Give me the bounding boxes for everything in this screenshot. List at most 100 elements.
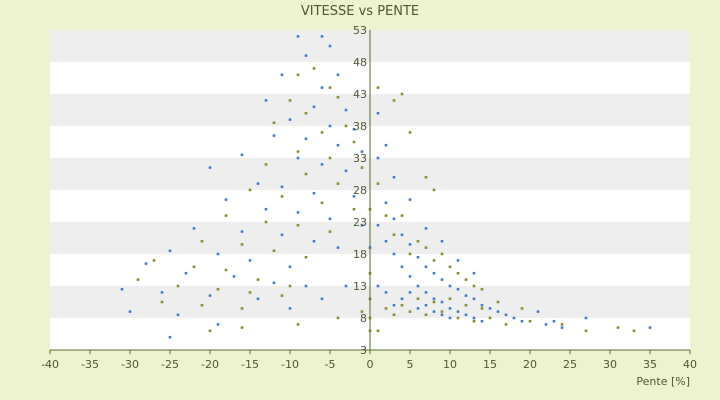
data-point xyxy=(376,111,380,115)
data-point xyxy=(392,233,396,237)
data-point xyxy=(120,287,124,291)
data-point xyxy=(560,326,564,329)
data-point xyxy=(440,310,444,313)
data-point xyxy=(288,284,292,288)
data-point xyxy=(496,310,500,313)
data-point xyxy=(152,259,156,262)
data-point xyxy=(536,310,540,313)
data-point xyxy=(472,297,476,301)
data-point xyxy=(416,307,420,310)
data-point xyxy=(448,307,452,310)
data-point xyxy=(320,86,324,89)
data-point xyxy=(304,255,308,259)
data-point xyxy=(328,156,332,160)
x-tick-label: -10 xyxy=(281,358,299,371)
data-point xyxy=(248,259,252,262)
data-point xyxy=(456,310,460,313)
data-point xyxy=(440,239,444,243)
data-point xyxy=(392,303,396,307)
data-point xyxy=(288,118,292,121)
y-tick-label: 18 xyxy=(353,248,367,261)
data-point xyxy=(464,303,468,307)
data-point xyxy=(480,307,484,310)
data-point xyxy=(296,156,300,160)
data-point xyxy=(240,307,244,310)
data-point xyxy=(296,223,300,227)
x-tick-label: 10 xyxy=(443,358,457,371)
data-point xyxy=(560,323,564,326)
data-point xyxy=(240,230,244,233)
data-point xyxy=(432,188,436,192)
data-point xyxy=(328,217,332,221)
y-tick-label: 48 xyxy=(353,56,367,69)
data-point xyxy=(160,300,164,304)
data-point xyxy=(424,246,428,249)
data-point xyxy=(320,163,324,166)
data-point xyxy=(424,303,428,307)
data-point xyxy=(272,281,276,285)
data-point xyxy=(272,249,276,253)
data-point xyxy=(408,310,412,313)
data-point xyxy=(288,307,292,310)
data-point xyxy=(304,172,308,176)
data-point xyxy=(400,214,404,217)
data-point xyxy=(424,175,428,179)
y-tick-label: 33 xyxy=(353,152,367,165)
data-point xyxy=(360,223,364,227)
data-point xyxy=(416,239,420,243)
x-tick-label: 30 xyxy=(603,358,617,371)
data-point xyxy=(472,271,476,275)
data-point xyxy=(384,307,388,310)
data-point xyxy=(328,230,332,233)
data-point xyxy=(432,259,436,262)
data-point xyxy=(408,252,412,256)
data-point xyxy=(272,134,276,137)
data-point xyxy=(288,265,292,269)
data-point xyxy=(296,35,300,38)
data-point xyxy=(264,220,268,224)
data-point xyxy=(424,265,428,269)
data-point xyxy=(392,252,396,256)
data-point xyxy=(320,201,324,205)
data-point xyxy=(272,121,276,125)
data-point xyxy=(504,323,508,326)
data-point xyxy=(224,214,228,217)
y-tick-label: 38 xyxy=(353,120,367,133)
y-tick-label: 3 xyxy=(360,344,367,357)
data-point xyxy=(336,246,340,249)
data-point xyxy=(400,303,404,307)
data-point xyxy=(248,188,252,192)
data-point xyxy=(192,227,196,230)
data-point xyxy=(584,329,588,333)
data-point xyxy=(384,201,388,205)
data-point xyxy=(352,127,356,131)
data-point xyxy=(344,108,348,112)
data-point xyxy=(256,182,260,185)
data-points xyxy=(120,35,652,339)
data-point xyxy=(392,99,396,102)
data-point xyxy=(296,211,300,214)
data-point xyxy=(328,124,332,128)
data-point xyxy=(208,329,212,333)
data-point xyxy=(376,86,380,89)
data-point xyxy=(440,278,444,281)
x-tick-label: -30 xyxy=(121,358,139,371)
data-point xyxy=(208,166,212,169)
data-point xyxy=(288,99,292,102)
x-tick-label: -35 xyxy=(81,358,99,371)
data-point xyxy=(360,166,364,169)
data-point xyxy=(376,156,380,160)
data-point xyxy=(440,313,444,317)
data-point xyxy=(376,223,380,227)
data-point xyxy=(408,291,412,294)
data-point xyxy=(488,307,492,310)
data-point xyxy=(456,287,460,291)
data-point xyxy=(416,255,420,259)
x-tick-label: 0 xyxy=(367,358,374,371)
x-tick-label: 5 xyxy=(407,358,414,371)
data-point xyxy=(424,313,428,317)
data-point xyxy=(144,262,148,265)
